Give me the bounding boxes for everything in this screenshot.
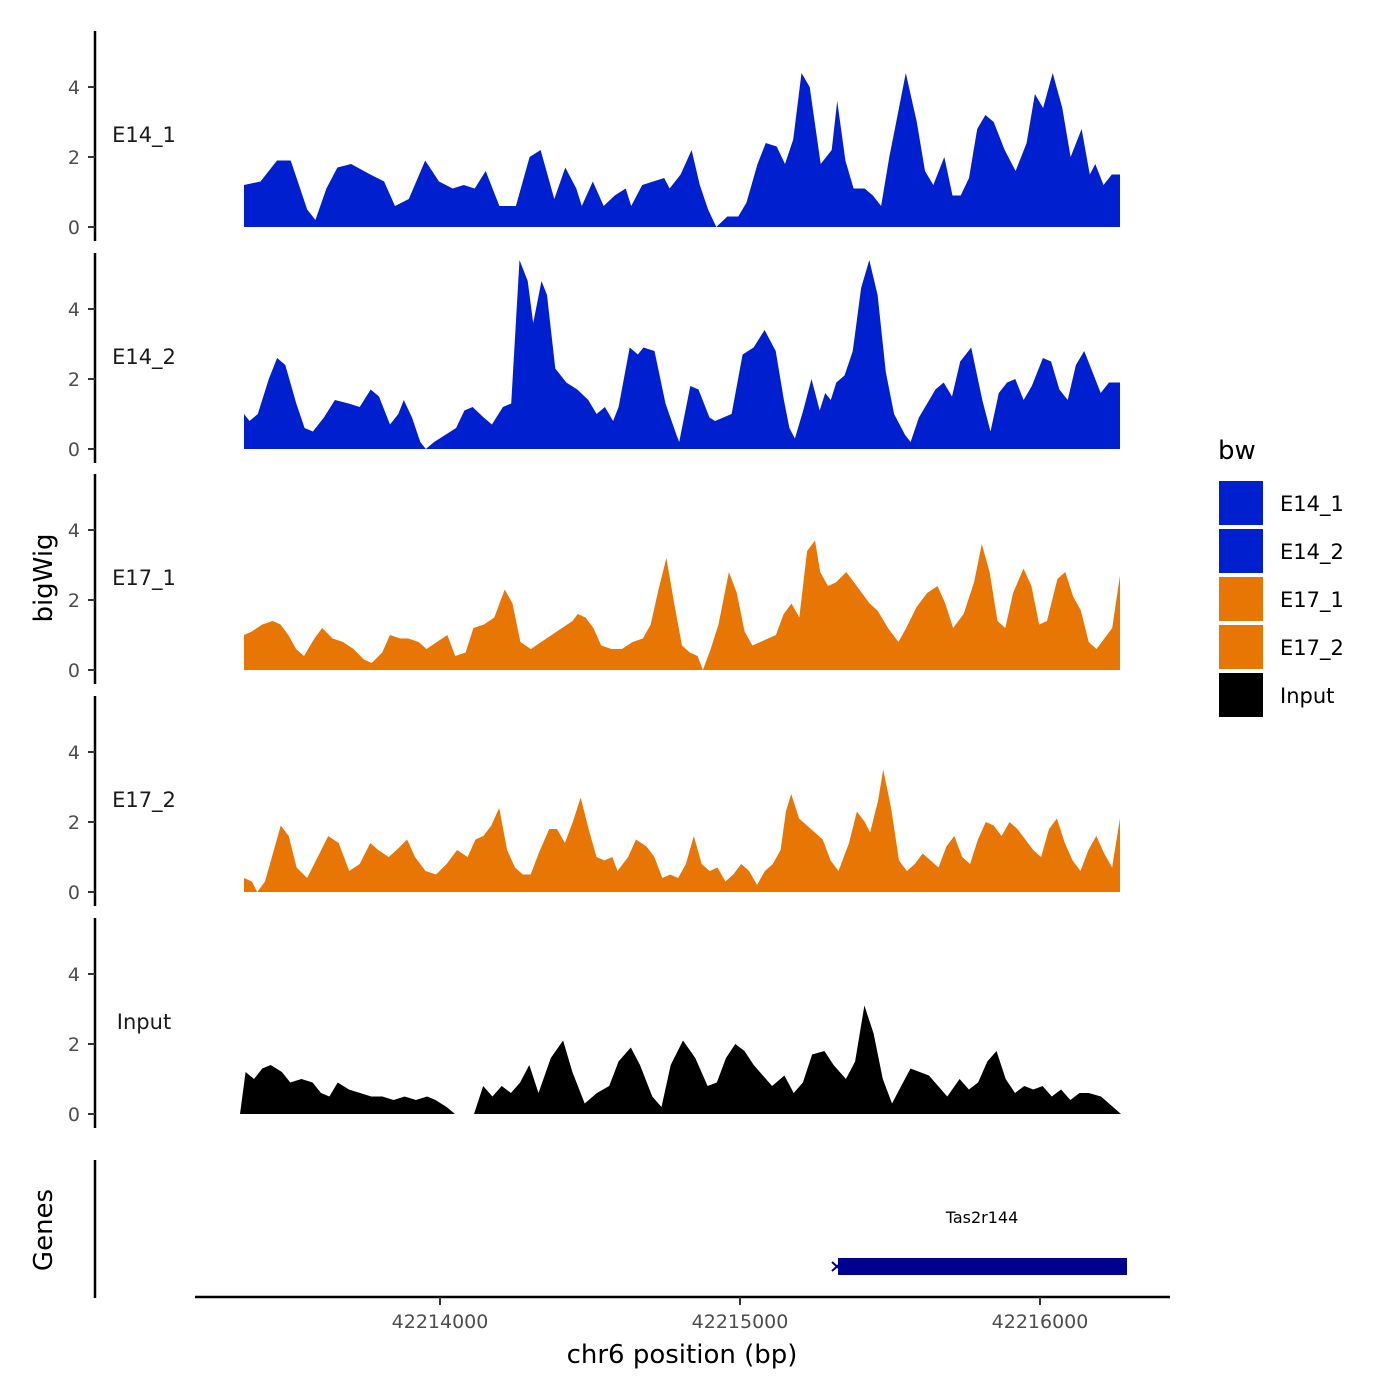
legend-swatch xyxy=(1219,577,1263,621)
area-e14-1 xyxy=(244,73,1120,227)
legend-label: Input xyxy=(1280,684,1334,708)
area-input xyxy=(240,1065,455,1114)
legend-swatch xyxy=(1219,481,1263,525)
area-e17-1 xyxy=(244,540,1120,670)
y-tick-label: 4 xyxy=(68,964,80,986)
y-tick-label: 2 xyxy=(68,812,80,834)
track-e17-1: 0 2 4 E17_1 xyxy=(68,474,1120,684)
y-tick-label: 4 xyxy=(68,742,80,764)
legend-swatch xyxy=(1219,625,1263,669)
y-tick-label: 2 xyxy=(68,1034,80,1056)
y-tick-label: 0 xyxy=(68,1104,80,1126)
tracks-layer: 0 2 4 E14_1 0 2 4 E14_2 0 2 4 E17_1 0 2 4 E17_2 0 2 4 Input xyxy=(68,31,1121,1128)
y-tick-label: 4 xyxy=(68,520,80,542)
legend-label: E14_1 xyxy=(1280,492,1344,517)
y-tick-label: 4 xyxy=(68,299,80,321)
gene-body xyxy=(838,1258,1127,1275)
y-tick-label: 4 xyxy=(68,77,80,99)
gene-start-marker xyxy=(831,1261,843,1272)
track-e14-2: 0 2 4 E14_2 xyxy=(68,253,1120,463)
genes-layer: Tas2r144 xyxy=(93,1160,1127,1298)
legend-title: bw xyxy=(1218,436,1256,466)
y-tick-label: 2 xyxy=(68,369,80,391)
track-label: E17_1 xyxy=(112,566,176,591)
legend-label: E17_1 xyxy=(1280,588,1344,613)
track-input: 0 2 4 Input xyxy=(68,918,1121,1128)
track-e14-1: 0 2 4 E14_1 xyxy=(68,31,1120,241)
y-tick-label: 0 xyxy=(68,882,80,904)
y-tick-label: 0 xyxy=(68,439,80,461)
legend-label: E17_2 xyxy=(1280,636,1344,661)
x-tick-label: 42216000 xyxy=(992,1311,1089,1333)
track-label: E17_2 xyxy=(112,788,176,813)
track-label: E14_1 xyxy=(112,123,176,148)
area-e17-2 xyxy=(244,769,1120,892)
track-e17-2: 0 2 4 E17_2 xyxy=(68,696,1120,906)
area-e14-2 xyxy=(244,260,1120,449)
track-label: Input xyxy=(117,1010,171,1034)
x-tick-label: 42215000 xyxy=(692,1311,789,1333)
x-tick-label: 42214000 xyxy=(392,1311,489,1333)
y-tick-label: 0 xyxy=(68,660,80,682)
legend-swatch xyxy=(1219,529,1263,573)
x-axis: 42214000 42215000 42216000 xyxy=(195,1295,1170,1333)
legend-label: E14_2 xyxy=(1280,540,1344,565)
gene-label: Tas2r144 xyxy=(945,1208,1019,1227)
y-tick-label: 0 xyxy=(68,217,80,239)
y-tick-label: 2 xyxy=(68,590,80,612)
area-input xyxy=(474,1005,1121,1114)
y-tick-label: 2 xyxy=(68,147,80,169)
x-axis-title: chr6 position (bp) xyxy=(567,1340,798,1370)
y-axis-title-bigwig: bigWig xyxy=(29,533,59,622)
y-axis-title-genes: Genes xyxy=(29,1189,59,1271)
legend-swatch xyxy=(1219,673,1263,717)
legend: bw E14_1 E14_2 E17_1 E17_2 Input xyxy=(1218,436,1344,717)
track-label: E14_2 xyxy=(112,345,176,370)
